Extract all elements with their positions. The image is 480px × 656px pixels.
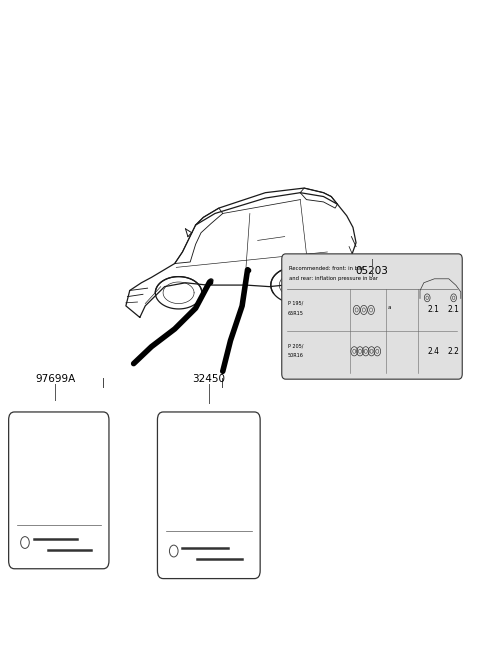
Text: 2.4: 2.4 [427, 347, 439, 356]
FancyBboxPatch shape [157, 412, 260, 579]
Text: 65R15: 65R15 [288, 311, 303, 316]
Text: P 205/: P 205/ [288, 344, 303, 348]
Text: 2.1: 2.1 [427, 306, 439, 314]
Text: 97699A: 97699A [35, 374, 75, 384]
Text: 2.1: 2.1 [448, 306, 459, 314]
Text: P 195/: P 195/ [288, 301, 303, 306]
FancyBboxPatch shape [9, 412, 109, 569]
Text: 32450: 32450 [192, 374, 225, 384]
Text: 05203: 05203 [356, 266, 388, 276]
Text: a: a [387, 306, 391, 310]
Text: and rear: inflation pressure in bar: and rear: inflation pressure in bar [289, 276, 378, 281]
Text: 2.2: 2.2 [448, 347, 459, 356]
Text: 50R16: 50R16 [288, 354, 303, 358]
Text: Recommended: front: in bar: Recommended: front: in bar [289, 266, 364, 271]
FancyBboxPatch shape [282, 254, 462, 379]
